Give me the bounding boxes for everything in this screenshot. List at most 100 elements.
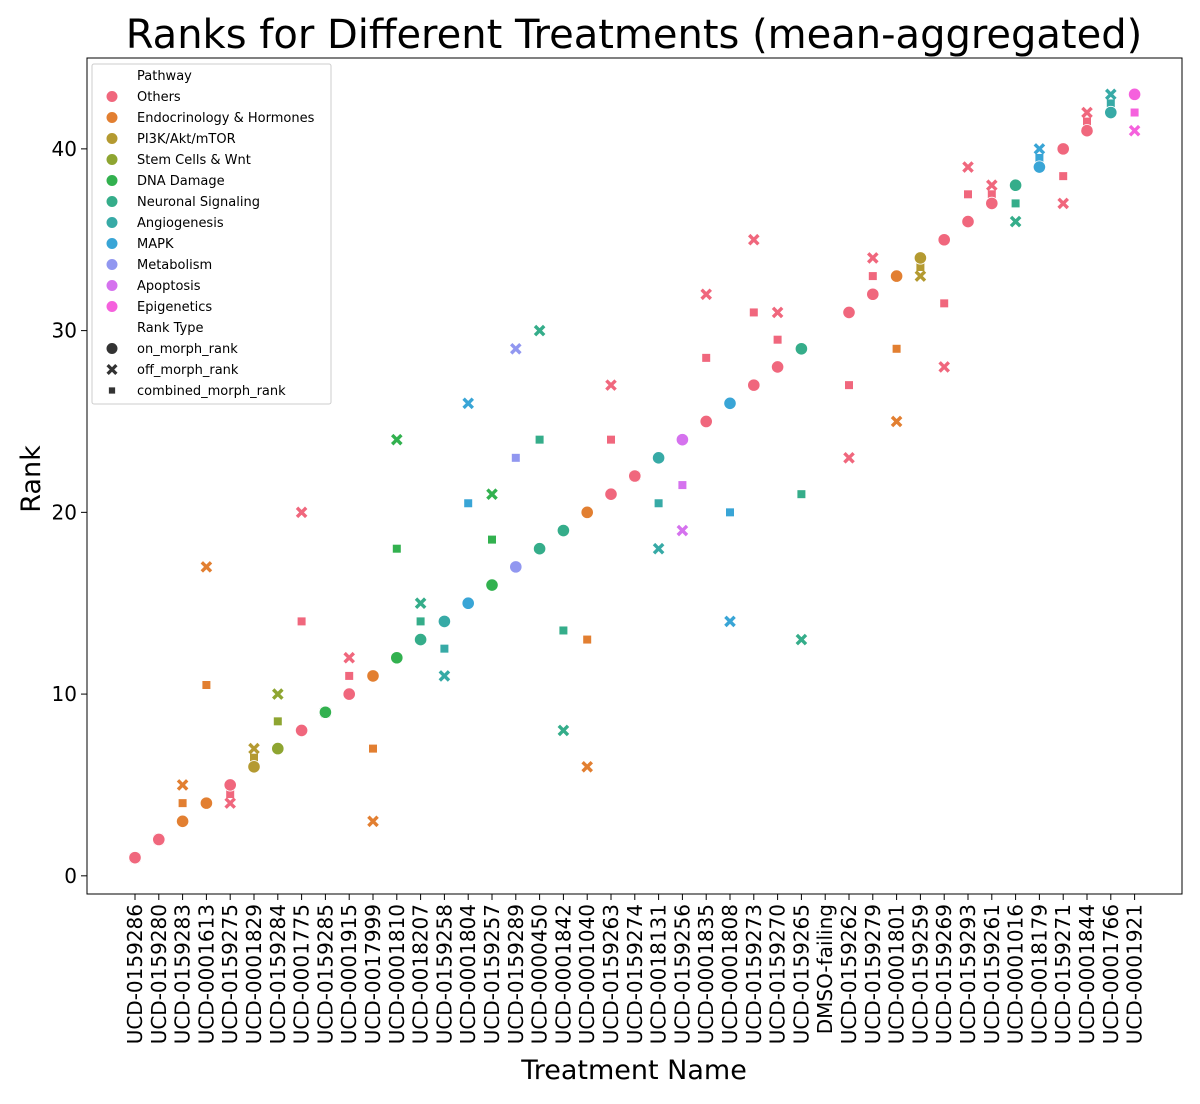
on-rank-point [961, 214, 975, 229]
on-rank-point [1128, 87, 1142, 101]
combined-rank-point [963, 189, 973, 200]
y-tick-label: 0 [64, 864, 77, 888]
x-tick-label: UCD-0001613 [194, 904, 218, 1044]
on-rank-point [889, 269, 904, 283]
combined-rank-point [677, 480, 688, 490]
x-tick-label: UCD-0159284 [266, 904, 290, 1044]
on-rank-point [271, 742, 285, 756]
off-rank-point [890, 415, 903, 428]
chart-title: Ranks for Different Treatments (mean-agg… [126, 12, 1142, 58]
off-rank-point [390, 433, 403, 446]
x-tick-label: UCD-0001842 [551, 904, 575, 1044]
x-tick-label: UCD-0159256 [670, 904, 694, 1044]
combined-rank-point [1058, 171, 1069, 181]
legend-entry-label: Endocrinology & Hormones [137, 111, 315, 126]
on-rank-point [532, 542, 547, 556]
combined-rank-point [439, 643, 450, 654]
y-axis-ticks: 0 10 20 30 40 [52, 137, 87, 888]
off-rank-point [509, 342, 522, 355]
off-rank-point [1057, 197, 1070, 210]
combined-rank-point [201, 680, 212, 690]
x-tick-label: UCD-0159258 [432, 904, 456, 1044]
combined-rank-point [725, 507, 735, 518]
x-tick-label: UCD-0159293 [956, 904, 980, 1044]
x-tick-label: UCD-0001801 [885, 904, 909, 1044]
legend-entry-label: Others [137, 90, 181, 105]
x-tick-label: UCD-0001810 [385, 904, 409, 1044]
on-rank-point [1032, 160, 1047, 174]
x-tick-label: UCD-0159286 [123, 904, 147, 1044]
combined-rank-point [391, 543, 402, 554]
legend-hue-title: Pathway [137, 69, 192, 84]
on-rank-point [1056, 142, 1070, 156]
on-rank-point [128, 851, 142, 865]
off-rank-point [771, 306, 784, 319]
off-rank-point [533, 324, 546, 337]
x-tick-label: UCD-0159270 [766, 904, 790, 1044]
off-rank-point [343, 651, 356, 664]
on-rank-point [199, 796, 213, 810]
on-rank-point [747, 378, 761, 392]
on-rank-point [413, 632, 428, 647]
off-rank-point [438, 670, 451, 682]
off-rank-point [866, 252, 879, 264]
combined-rank-point [653, 498, 664, 509]
on-rank-point [176, 814, 190, 828]
combined-rank-point [701, 353, 711, 363]
x-tick-label: UCD-0018179 [1027, 904, 1051, 1044]
x-tick-label: UCD-0159261 [980, 904, 1004, 1044]
x-tick-label: UCD-0017999 [361, 904, 385, 1044]
legend-style-title: Rank Type [137, 321, 203, 336]
x-tick-label: UCD-0159257 [480, 904, 504, 1044]
on-rank-point [1104, 105, 1118, 120]
x-tick-label: UCD-0159273 [742, 904, 766, 1044]
off-rank-point [581, 760, 594, 773]
off-rank-point [1081, 106, 1093, 119]
on-rank-point [1080, 124, 1094, 138]
combined-rank-point [891, 343, 902, 354]
x-axis-label: Treatment Name [520, 1055, 747, 1086]
off-rank-point [486, 488, 498, 500]
legend-entry-label: Metabolism [137, 258, 212, 273]
on-rank-point [318, 705, 332, 719]
x-tick-label: UCD-0001921 [1123, 904, 1147, 1044]
off-rank-point [795, 633, 808, 646]
legend-entry-label: PI3K/Akt/mTOR [137, 132, 236, 147]
on-rank-point [485, 578, 499, 592]
on-rank-point [699, 414, 713, 429]
on-rank-point [556, 523, 571, 538]
off-rank-point [724, 615, 736, 628]
off-rank-point [367, 815, 379, 828]
combined-rank-point [487, 534, 497, 545]
x-tick-label: UCD-0159285 [313, 904, 337, 1044]
combined-rank-point [772, 334, 783, 345]
combined-rank-point [510, 453, 521, 463]
on-rank-point [152, 832, 166, 847]
x-tick-label: UCD-0001844 [1075, 904, 1099, 1044]
off-rank-point [200, 561, 213, 573]
off-rank-point [295, 506, 308, 519]
legend-entry-label: on_morph_rank [137, 342, 238, 357]
x-tick-label: UCD-0001775 [290, 904, 314, 1044]
legend-swatch [106, 363, 118, 376]
on-rank-point [461, 596, 475, 610]
legend-swatch [105, 258, 119, 271]
on-rank-point [866, 287, 880, 301]
combined-rank-point [296, 616, 307, 627]
combined-rank-point [272, 716, 283, 727]
off-rank-point [271, 688, 284, 700]
off-rank-point [414, 597, 427, 610]
on-rank-point [509, 560, 523, 574]
on-rank-point [437, 614, 451, 628]
y-axis-label: Rank [16, 445, 47, 513]
legend-swatch [105, 132, 119, 145]
on-rank-point [294, 723, 309, 738]
legend-swatch [105, 153, 119, 166]
x-tick-label: UCD-0159289 [504, 904, 528, 1044]
x-tick-label: UCD-0159265 [789, 904, 813, 1044]
off-rank-point [985, 179, 998, 192]
combined-rank-point [415, 616, 426, 627]
combined-rank-point [368, 743, 378, 754]
x-tick-label: UCD-0159279 [861, 904, 885, 1044]
